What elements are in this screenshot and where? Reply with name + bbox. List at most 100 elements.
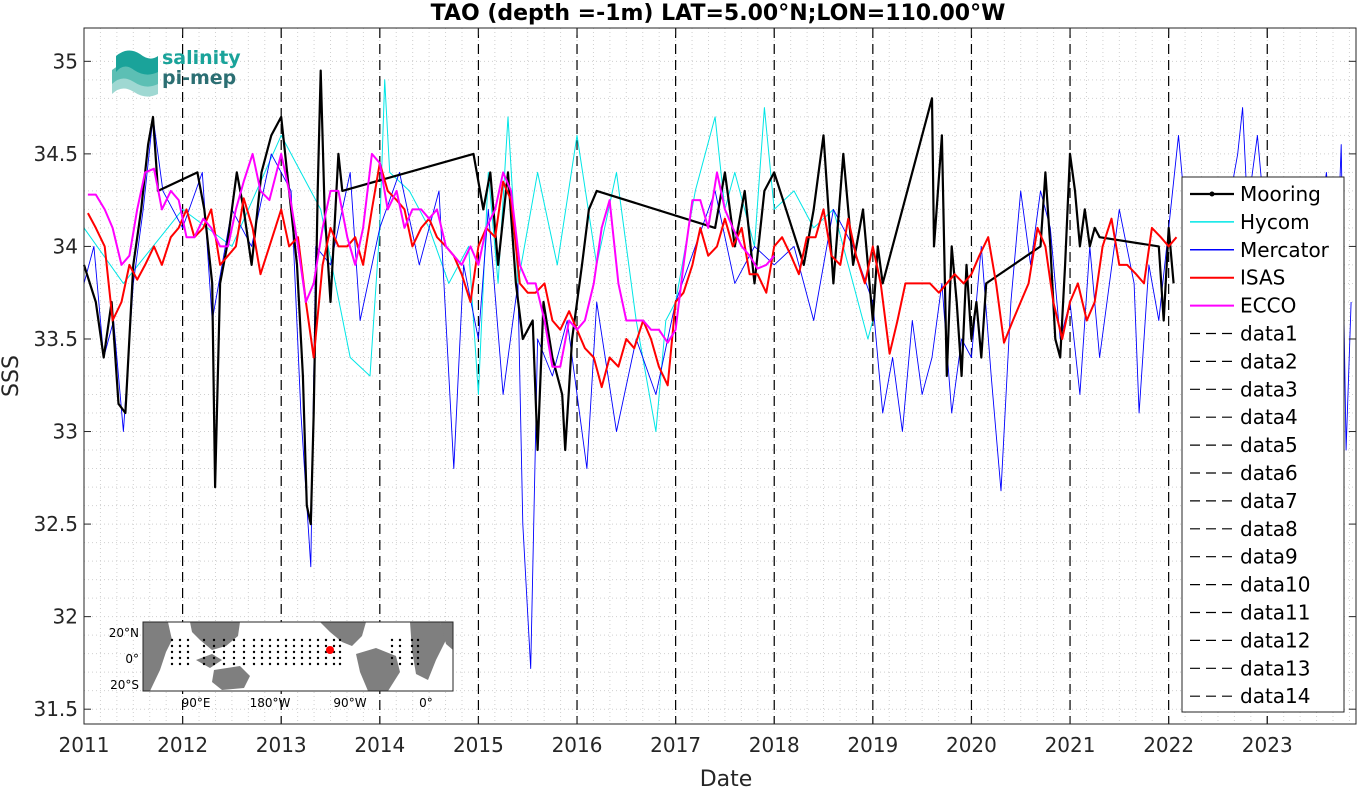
- legend-label-ecco: ECCO: [1240, 294, 1296, 318]
- inset-buoy-dot: [252, 650, 256, 654]
- inset-buoy-dot: [338, 656, 342, 660]
- chart-title: TAO (depth =-1m) LAT=5.00°N;LON=110.00°W: [431, 1, 1006, 26]
- inset-buoy-dot: [332, 638, 336, 642]
- inset-buoy-dot: [212, 656, 216, 660]
- inset-buoy-dot: [202, 662, 206, 666]
- inset-buoy-dot: [202, 656, 206, 660]
- inset-buoy-dot: [260, 644, 264, 648]
- legend-label-mooring: Mooring: [1240, 182, 1321, 206]
- inset-buoy-dot: [222, 650, 226, 654]
- inset-buoy-dot: [332, 644, 336, 648]
- x-tick-label: 2021: [1045, 733, 1096, 757]
- legend-label-data12: data12: [1240, 628, 1311, 652]
- inset-buoy-dot: [252, 662, 256, 666]
- inset-buoy-dot: [398, 650, 402, 654]
- series-line-ecco: [87, 152, 775, 368]
- inset-buoy-dot: [292, 656, 296, 660]
- inset-buoy-dot: [398, 662, 402, 666]
- legend-label-data6: data6: [1240, 461, 1298, 485]
- inset-lat-label-0: 0°: [125, 652, 139, 666]
- logo-text-salinity: salinity: [162, 47, 241, 69]
- inset-buoy-dot: [284, 656, 288, 660]
- inset-buoy-dot: [398, 638, 402, 642]
- inset-buoy-dot: [308, 644, 312, 648]
- salinity-pi-mep-logo: salinity pi-mep: [112, 47, 241, 97]
- inset-buoy-dot: [260, 638, 264, 642]
- inset-buoy-dot: [222, 644, 226, 648]
- inset-buoy-dot: [268, 650, 272, 654]
- inset-buoy-dot: [170, 650, 174, 654]
- inset-buoy-dot: [268, 644, 272, 648]
- x-tick-label: 2014: [354, 733, 405, 757]
- inset-buoy-dot: [222, 662, 226, 666]
- y-tick-label: 32: [53, 605, 78, 629]
- y-tick-label: 33: [53, 420, 78, 444]
- y-tick-label: 34.5: [33, 142, 78, 166]
- legend-label-data7: data7: [1240, 489, 1298, 513]
- inset-map-land: [143, 622, 453, 691]
- inset-buoy-dot: [390, 656, 394, 660]
- inset-map: 20°N 0° 20°S 90°E 180°W 90°W 0°: [109, 621, 454, 710]
- y-tick-label: 35: [53, 49, 78, 73]
- inset-buoy-dot: [170, 662, 174, 666]
- x-tick-label: 2012: [157, 733, 208, 757]
- inset-buoy-dot: [268, 638, 272, 642]
- series-line-isas: [87, 162, 1178, 389]
- inset-buoy-dot: [416, 650, 420, 654]
- inset-buoy-dot: [186, 644, 190, 648]
- inset-map-frame: [142, 621, 454, 692]
- inset-buoy-dot: [410, 638, 414, 642]
- inset-lat-label-20n: 20°N: [109, 626, 139, 640]
- inset-buoy-dot: [390, 662, 394, 666]
- inset-buoy-dot: [308, 650, 312, 654]
- inset-buoy-dot: [284, 662, 288, 666]
- year-divider-lines: [182, 28, 1268, 724]
- inset-buoy-dot: [316, 662, 320, 666]
- x-tick-label: 2019: [847, 733, 898, 757]
- inset-buoy-dot: [178, 638, 182, 642]
- inset-buoy-dot: [300, 662, 304, 666]
- inset-buoy-dot: [202, 650, 206, 654]
- legend-label-data9: data9: [1240, 545, 1298, 569]
- inset-buoy-dot: [242, 656, 246, 660]
- legend: Mooring Hycom Mercator ISAS ECCO data1 data2 da…: [1181, 176, 1345, 713]
- inset-buoy-dot: [242, 662, 246, 666]
- inset-buoy-dot: [284, 644, 288, 648]
- inset-buoy-dot: [324, 656, 328, 660]
- inset-buoy-dot: [232, 644, 236, 648]
- inset-buoy-dot: [242, 644, 246, 648]
- legend-label-hycom: Hycom: [1240, 210, 1310, 234]
- inset-buoy-dot: [178, 650, 182, 654]
- y-tick-label: 32.5: [33, 512, 78, 536]
- inset-buoy-dot: [212, 650, 216, 654]
- inset-buoy-dot: [232, 656, 236, 660]
- inset-buoy-dot: [252, 644, 256, 648]
- inset-buoy-dot: [308, 638, 312, 642]
- inset-buoy-dot: [410, 650, 414, 654]
- inset-buoy-dot: [292, 650, 296, 654]
- inset-buoy-dot: [338, 644, 342, 648]
- legend-label-data4: data4: [1240, 405, 1298, 429]
- inset-buoy-dot: [252, 656, 256, 660]
- x-tick-label: 2018: [749, 733, 800, 757]
- inset-buoy-dot: [232, 650, 236, 654]
- inset-buoy-dot: [260, 656, 264, 660]
- inset-lat-label-20s: 20°S: [110, 678, 139, 692]
- inset-buoy-dot: [170, 638, 174, 642]
- x-axis-title: Date: [700, 767, 753, 790]
- inset-buoy-dot: [222, 656, 226, 660]
- inset-buoy-dot: [284, 650, 288, 654]
- inset-buoy-dot: [416, 638, 420, 642]
- inset-lon-label-90e: 90°E: [182, 696, 211, 710]
- inset-buoy-dot: [170, 656, 174, 660]
- inset-buoy-dot: [410, 662, 414, 666]
- legend-label-mercator: Mercator: [1240, 238, 1330, 262]
- x-tick-label: 2020: [946, 733, 997, 757]
- inset-buoy-dot: [308, 656, 312, 660]
- inset-buoy-dot: [252, 638, 256, 642]
- inset-buoy-dot: [242, 650, 246, 654]
- x-tick-label: 2023: [1242, 733, 1293, 757]
- inset-buoy-dot: [316, 656, 320, 660]
- inset-buoy-dot: [398, 656, 402, 660]
